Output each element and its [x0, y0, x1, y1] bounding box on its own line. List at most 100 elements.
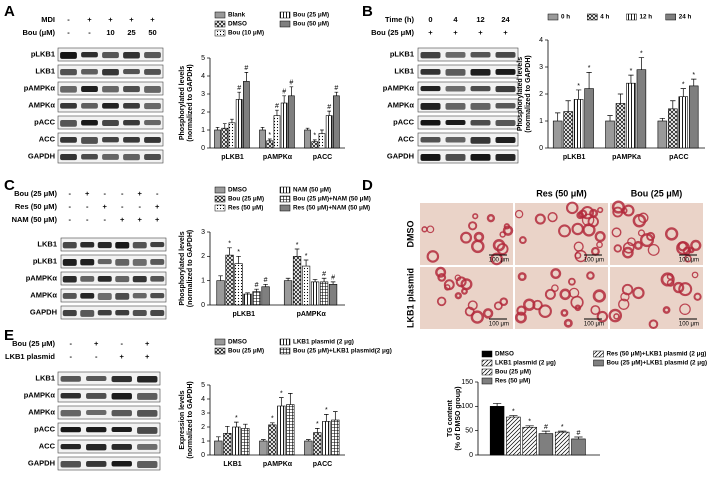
legend-swatch-pattern: [593, 351, 604, 357]
stained-cell: [647, 244, 660, 256]
x-tick-label: pLKB1: [232, 311, 255, 318]
legend-label: Bou (25 μM): [228, 348, 264, 355]
blot-row-label: LKB1: [37, 239, 57, 248]
error-bar: [574, 436, 583, 439]
legend-swatch-pattern: [280, 187, 290, 193]
error-bar: [321, 277, 327, 282]
legend-swatch: [214, 11, 226, 19]
blot-header-label: Time (h): [385, 15, 415, 24]
micrograph: 100 μm: [610, 200, 703, 265]
stained-cell: [622, 246, 634, 259]
error-bar: [575, 89, 582, 100]
stained-cell: [611, 200, 626, 214]
error-bar: [306, 439, 311, 441]
stained-cell: [470, 310, 484, 324]
stained-cell: [436, 296, 447, 307]
stained-cell: [503, 223, 511, 230]
bar-pattern: [223, 433, 232, 455]
stained-cell: [472, 213, 479, 220]
legend-label: Bou (25 μM)+NAM (50 μM): [293, 196, 371, 203]
y-tick-label: 4: [201, 73, 205, 80]
lane-symbol: +: [129, 15, 134, 24]
blot-band: [111, 410, 132, 417]
bar-pattern: [331, 420, 340, 455]
y-axis-label: Expression levels: [179, 390, 186, 449]
significance-marker: *: [325, 407, 328, 414]
y-tick-label: 3: [201, 91, 205, 98]
bar-pattern: [574, 99, 584, 148]
blot-frame: [60, 288, 167, 303]
lane-symbol: +: [87, 15, 92, 24]
blot-band: [445, 137, 466, 143]
legend-label: NAM (50 μM): [293, 187, 331, 194]
legend-label: Bou (25 μM): [495, 369, 531, 376]
lane-symbol: +: [453, 28, 458, 37]
blot-band: [81, 69, 98, 75]
legend-label: Bou (25 μM): [228, 196, 264, 203]
error-bar: [236, 255, 241, 264]
stained-cell: [684, 254, 692, 263]
panel-letter: D: [362, 177, 373, 194]
legend-swatch: [665, 13, 676, 21]
stained-cell: [482, 308, 494, 319]
stained-cell: [454, 292, 462, 300]
stained-cell: [550, 268, 562, 280]
x-tick-label: pAMPKa: [612, 154, 641, 161]
blot-band: [81, 52, 98, 58]
stained-cell: [691, 271, 699, 279]
blot-row-label: GAPDH: [28, 458, 55, 467]
x-tick-label: pAMPKα: [263, 461, 293, 468]
blot-band: [137, 393, 158, 400]
bar: [259, 440, 268, 456]
y-axis-label: (normalized to GAPDH): [187, 230, 194, 307]
blot-band: [123, 52, 140, 59]
bar: [538, 433, 554, 456]
blot-row-label: pAMPKα: [24, 390, 56, 399]
bar: [571, 438, 586, 456]
legend-swatch-pattern: [482, 369, 492, 375]
legend-swatch: [279, 204, 291, 212]
legend-label: 4 h: [600, 14, 609, 21]
blot-band: [137, 410, 158, 417]
error-bar: [541, 430, 551, 434]
stained-cell: [662, 306, 671, 314]
y-tick-label: 3: [539, 64, 543, 71]
y-tick-label: 5: [201, 382, 205, 389]
blot-row-label: LKB1: [35, 66, 55, 75]
blot-band: [86, 376, 107, 382]
stained-cell: [490, 252, 503, 266]
legend-swatch: [279, 20, 291, 28]
legend-swatch: [593, 359, 604, 367]
bar: [688, 85, 699, 149]
blot-band: [60, 154, 77, 161]
blot-band: [86, 393, 107, 399]
lane-symbol: +: [120, 352, 125, 361]
legend-swatch-pattern: [482, 360, 492, 366]
error-bar: [244, 72, 249, 82]
scale-bar-label: 100 μm: [584, 258, 604, 264]
blot-band: [470, 137, 491, 144]
blot-frame: [57, 371, 161, 386]
stained-cell: [518, 236, 527, 245]
bar-pattern: [281, 103, 288, 148]
bar-pattern: [228, 122, 236, 148]
blot-band: [60, 120, 77, 127]
lane-symbol: 10: [106, 28, 114, 37]
blot-band: [102, 137, 119, 143]
micrograph: 100 μm: [420, 266, 513, 329]
lane-symbol: 0: [428, 15, 432, 24]
legend-swatch-pattern: [215, 196, 225, 202]
error-bar: [243, 423, 248, 429]
blot-band: [97, 242, 112, 249]
legend-label: DMSO: [228, 187, 247, 194]
blot-band: [60, 393, 81, 399]
significance-marker: *: [268, 132, 271, 139]
bar: [489, 406, 505, 456]
micrograph-column-label: Bou (25 μM): [631, 188, 683, 198]
micrograph-bg: [420, 267, 513, 329]
stained-cell: [594, 231, 606, 243]
blot-band: [144, 154, 161, 161]
error-bar: [312, 139, 317, 142]
bar-pattern: [626, 83, 636, 148]
